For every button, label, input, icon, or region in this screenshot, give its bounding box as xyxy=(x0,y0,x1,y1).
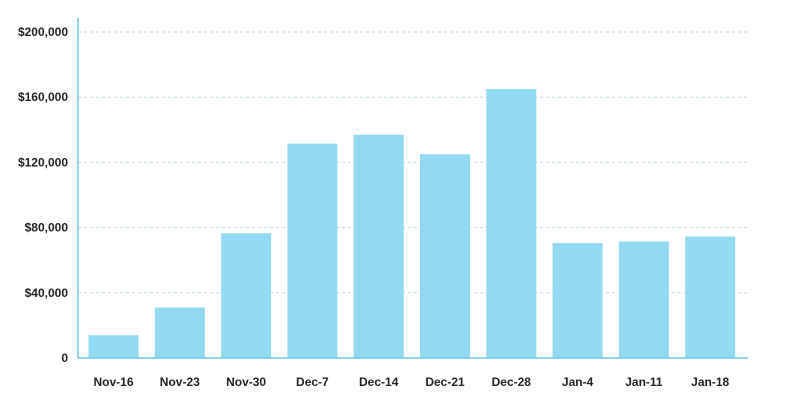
x-tick-label: Nov-23 xyxy=(160,375,200,389)
y-tick-label: $160,000 xyxy=(18,90,68,104)
y-tick-label: 0 xyxy=(61,351,68,365)
x-tick-label: Jan-11 xyxy=(625,375,663,389)
x-tick-label: Dec-21 xyxy=(425,375,465,389)
x-tick-label: Dec-28 xyxy=(492,375,532,389)
y-tick-labels: 0 $40,000 $80,000 $120,000 $160,000 $200,000 xyxy=(18,25,68,365)
x-tick-label: Nov-30 xyxy=(226,375,266,389)
bar xyxy=(88,335,139,358)
bars xyxy=(88,89,736,359)
y-tick-label: $40,000 xyxy=(25,286,69,300)
x-tick-labels: Nov-16 Nov-23 Nov-30 Dec-7 Dec-14 Dec-21 Dec-2… xyxy=(93,375,729,389)
x-tick-label: Jan-18 xyxy=(691,375,729,389)
axes xyxy=(77,18,748,359)
bar xyxy=(353,134,404,358)
bar xyxy=(685,236,736,358)
bar xyxy=(552,243,603,358)
bar xyxy=(287,143,338,358)
bar xyxy=(154,307,205,358)
y-tick-label: $120,000 xyxy=(18,155,68,169)
bar xyxy=(486,89,537,359)
y-tick-label: $200,000 xyxy=(18,25,68,39)
x-tick-label: Nov-16 xyxy=(93,375,133,389)
y-tick-label: $80,000 xyxy=(25,221,69,235)
bar xyxy=(420,154,470,358)
x-tick-label: Jan-4 xyxy=(562,375,594,389)
bar xyxy=(618,241,669,358)
x-tick-label: Dec-7 xyxy=(296,375,329,389)
bar xyxy=(221,233,272,358)
x-tick-label: Dec-14 xyxy=(359,375,399,389)
